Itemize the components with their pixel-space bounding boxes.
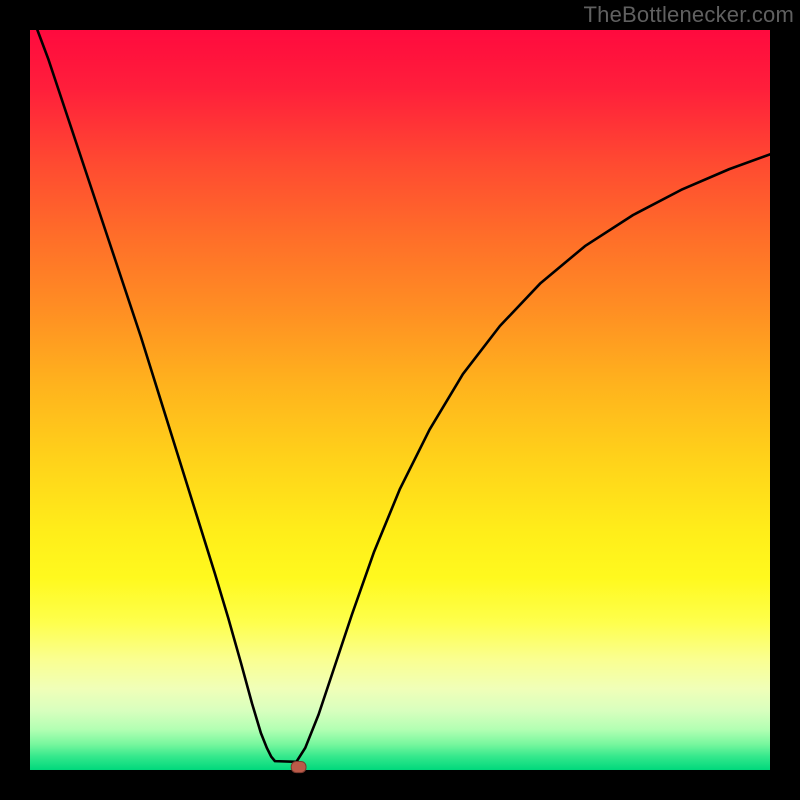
watermark-text: TheBottlenecker.com: [584, 2, 794, 28]
chart-svg: [0, 0, 800, 800]
minimum-marker: [291, 761, 306, 772]
plot-background: [30, 30, 770, 770]
chart-stage: TheBottlenecker.com: [0, 0, 800, 800]
